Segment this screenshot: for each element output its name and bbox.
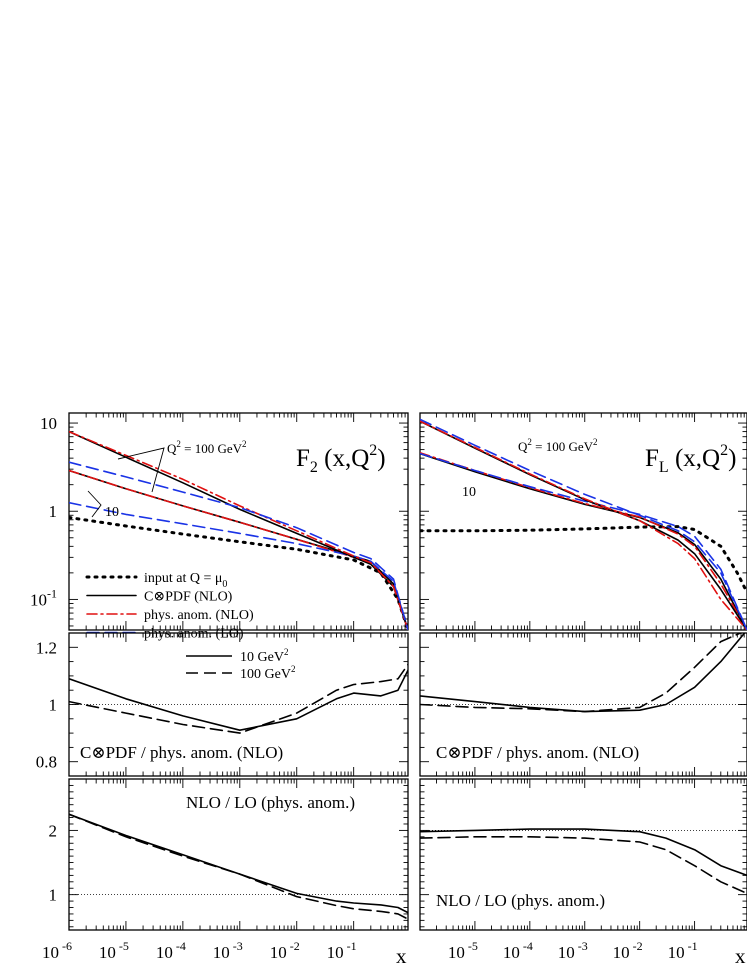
annotation-q2-100: Q2 = 100 GeV2 xyxy=(518,437,598,454)
series-line-dashed-6 xyxy=(69,461,408,630)
panel-title: FL (x,Q2) xyxy=(645,442,736,476)
ratio-label: C⊗PDF / phys. anom. (NLO) xyxy=(80,743,283,762)
y-tick-marks xyxy=(420,422,747,627)
panel-F2-main: 10 1 10-1 F2 (x,Q2) Q2 = 100 GeV2 10 input at … xyxy=(30,412,409,642)
x-tick-marks xyxy=(68,633,409,776)
ratio-label: NLO / LO (phys. anom.) xyxy=(436,891,605,910)
x-tick-label-3: 10 -2 xyxy=(613,939,643,962)
panel-frame xyxy=(419,778,747,931)
x-axis-label: x xyxy=(735,944,746,967)
series-line-solid-0 xyxy=(420,633,746,713)
panel-FL-ratio-pdf: C⊗PDF / phys. anom. (NLO) xyxy=(419,632,747,777)
legend-label-1: C⊗PDF (NLO) xyxy=(144,590,233,605)
series-line-dotted-0 xyxy=(420,525,747,594)
annotation-q2-100: Q2 = 100 GeV2 xyxy=(167,439,247,456)
series-line-dotted-0 xyxy=(69,516,408,630)
panel-F2-ratio-pdf: 1.2 1 0.8 C⊗PDF / phys. anom. (NLO) 10 GeV21… xyxy=(36,632,409,777)
series-line-dashed-6 xyxy=(420,418,747,630)
series-group xyxy=(420,418,747,630)
legend: input at Q = μ0C⊗PDF (NLO) phys. anom. (N… xyxy=(85,571,254,642)
x-tick-marks xyxy=(68,413,409,630)
series-line-dashed-1 xyxy=(420,836,747,895)
x-tick-label-5: 10 -1 xyxy=(327,939,357,962)
x-tick-label-1: 10 -4 xyxy=(503,939,533,962)
y-tick-label-0: 2 xyxy=(49,821,58,840)
series-group xyxy=(420,633,746,713)
y-tick-marks xyxy=(420,632,747,777)
panel-frame xyxy=(68,412,409,631)
series-line-solid-1 xyxy=(69,469,408,630)
series-line-solid-0 xyxy=(420,828,747,877)
series-line-solid-1 xyxy=(420,452,747,630)
x-tick-label-4: 10 -2 xyxy=(270,939,300,962)
series-line-solid-0 xyxy=(69,669,408,731)
y-tick-label-2: 10-1 xyxy=(30,586,57,609)
panel-frame xyxy=(68,778,409,931)
x-tick-label-2: 10 -3 xyxy=(558,939,588,962)
legend-label-3: phys. anom. (LO) xyxy=(144,627,244,642)
y-tick-marks xyxy=(69,632,408,777)
y-tick-label-0: 10 xyxy=(40,414,57,433)
ratio-label: NLO / LO (phys. anom.) xyxy=(186,793,355,812)
annotation-q2-10: 10 xyxy=(462,485,476,500)
y-tick-label-1: 1 xyxy=(49,886,58,905)
x-tick-label-0: 10 -5 xyxy=(448,939,478,962)
y-tick-label-0: 1.2 xyxy=(36,638,57,657)
series-group xyxy=(69,663,408,734)
annotation-pointer-lines xyxy=(87,447,165,518)
x-tick-marks xyxy=(419,779,747,930)
legend-label-0: input at Q = μ0 xyxy=(144,571,227,590)
panel-frame xyxy=(419,412,747,631)
y-tick-marks xyxy=(69,778,408,928)
x-tick-label-2: 10 -4 xyxy=(156,939,186,962)
x-tick-label-4: 10 -1 xyxy=(668,939,698,962)
panel-FL-ratio-order: 10 -5 10 -4 10 -3 10 -2 10 -1 x NLO / LO (phys… xyxy=(419,778,747,967)
x-tick-marks xyxy=(68,779,409,930)
series-line-dashed-3 xyxy=(420,452,747,630)
series-group xyxy=(69,813,408,920)
y-tick-label-1: 1 xyxy=(49,502,58,521)
series-line-dashdot-2 xyxy=(420,452,747,630)
series-line-dashed-3 xyxy=(69,501,408,630)
annotation-q2-10: 10 xyxy=(105,505,119,520)
y-tick-label-2: 0.8 xyxy=(36,753,57,772)
series-group xyxy=(69,430,408,630)
series-line-dashed-1 xyxy=(69,813,408,920)
x-tick-marks xyxy=(419,413,747,630)
panel-title: F2 (x,Q2) xyxy=(296,442,386,476)
series-line-dashdot-2 xyxy=(69,469,408,630)
series-line-solid-4 xyxy=(69,430,408,630)
legend-label-0: 10 GeV2 xyxy=(240,647,288,665)
x-tick-label-0: 10 -6 xyxy=(42,939,72,962)
x-tick-label-3: 10 -3 xyxy=(213,939,243,962)
series-group xyxy=(420,828,747,895)
ratio-label: C⊗PDF / phys. anom. (NLO) xyxy=(436,743,639,762)
series-line-dashed-1 xyxy=(420,633,743,713)
series-line-dashed-1 xyxy=(69,663,408,734)
series-line-dashdot-5 xyxy=(420,420,747,630)
x-tick-label-1: 10 -5 xyxy=(99,939,129,962)
panel-FL-main: FL (x,Q2) Q2 = 100 GeV2 10 xyxy=(419,412,747,631)
series-line-dashdot-5 xyxy=(69,430,408,630)
x-axis-label: x xyxy=(396,944,407,967)
y-tick-marks xyxy=(69,422,408,627)
y-tick-label-1: 1 xyxy=(49,696,58,715)
panel-F2-ratio-order: 2 1 10 -6 10 -5 10 -4 10 -3 10 -2 10 -1 x NLO / L… xyxy=(42,778,409,967)
series-line-solid-0 xyxy=(69,813,408,914)
legend-label-1: 100 GeV2 xyxy=(240,664,295,682)
legend-label-2: phys. anom. (NLO) xyxy=(144,608,254,623)
x-tick-marks xyxy=(419,633,747,776)
